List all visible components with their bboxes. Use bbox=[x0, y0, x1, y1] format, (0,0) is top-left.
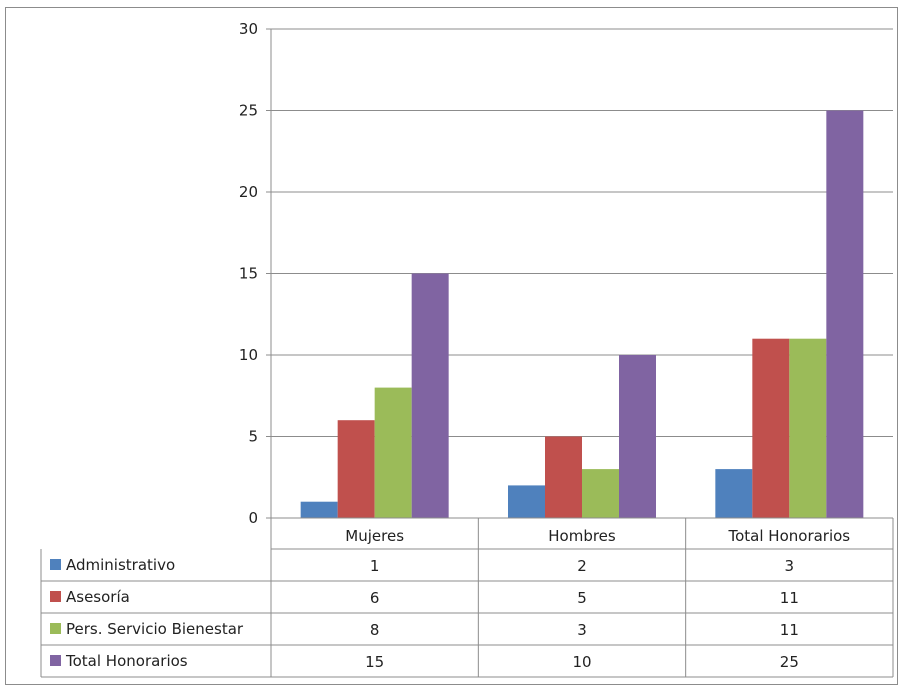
y-tick-label: 10 bbox=[239, 346, 258, 364]
legend-label: Pers. Servicio Bienestar bbox=[66, 620, 244, 638]
data-label: 11 bbox=[780, 621, 799, 639]
y-tick-label: 5 bbox=[248, 428, 258, 446]
data-label: 1 bbox=[370, 557, 380, 575]
legend-label: Asesoría bbox=[66, 588, 130, 606]
bar bbox=[789, 338, 827, 518]
category-label: Mujeres bbox=[345, 527, 404, 545]
data-label: 25 bbox=[780, 653, 799, 671]
bar bbox=[545, 436, 582, 518]
y-tick-label: 20 bbox=[239, 183, 258, 201]
bar bbox=[374, 387, 412, 518]
data-label: 5 bbox=[577, 589, 587, 607]
bar bbox=[411, 273, 449, 518]
category-label: Hombres bbox=[548, 527, 616, 545]
data-label: 3 bbox=[785, 557, 795, 575]
data-label: 3 bbox=[577, 621, 587, 639]
legend-swatch bbox=[50, 655, 61, 666]
y-tick-label: 0 bbox=[248, 509, 258, 527]
data-label: 8 bbox=[370, 621, 380, 639]
bar bbox=[300, 501, 338, 518]
y-tick-label: 25 bbox=[239, 102, 258, 120]
bar bbox=[752, 338, 790, 518]
bar bbox=[826, 110, 864, 518]
y-tick-label: 15 bbox=[239, 265, 258, 283]
data-label: 6 bbox=[370, 589, 380, 607]
data-label: 11 bbox=[780, 589, 799, 607]
y-tick-label: 30 bbox=[239, 20, 258, 38]
bar bbox=[582, 469, 619, 518]
legend-label: Administrativo bbox=[66, 556, 175, 574]
bar bbox=[619, 355, 656, 518]
legend-swatch bbox=[50, 623, 61, 634]
legend-swatch bbox=[50, 559, 61, 570]
bar bbox=[715, 469, 753, 518]
category-label: Total Honorarios bbox=[728, 527, 851, 545]
chart-frame bbox=[5, 7, 898, 685]
data-label: 15 bbox=[365, 653, 384, 671]
legend-label: Total Honorarios bbox=[65, 652, 188, 670]
bar bbox=[337, 420, 375, 518]
bar bbox=[508, 485, 545, 518]
data-label: 10 bbox=[572, 653, 591, 671]
data-label: 2 bbox=[577, 557, 587, 575]
legend-swatch bbox=[50, 591, 61, 602]
